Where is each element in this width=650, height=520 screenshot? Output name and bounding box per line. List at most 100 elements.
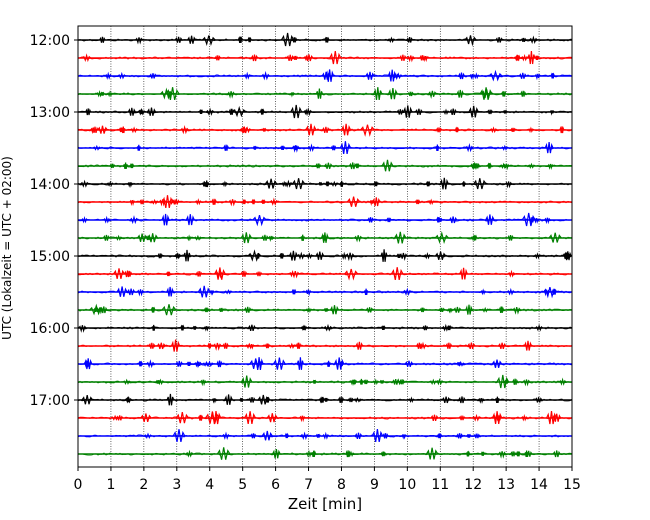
trace-burst: [129, 162, 135, 169]
trace-burst: [498, 306, 505, 313]
trace: [77, 177, 573, 190]
trace-burst: [481, 306, 490, 313]
trace-burst: [497, 342, 507, 350]
trace-burst: [477, 397, 485, 404]
trace-burst: [250, 54, 259, 62]
trace-burst: [438, 217, 443, 222]
trace-burst: [165, 271, 171, 277]
trace-burst: [165, 87, 180, 101]
trace-burst: [480, 451, 485, 456]
trace-burst: [435, 127, 443, 133]
trace-burst: [387, 88, 398, 100]
trace-burst: [518, 72, 527, 79]
trace-burst: [244, 306, 252, 313]
trace-burst: [527, 162, 536, 169]
trace-burst: [373, 87, 383, 100]
trace-burst: [91, 126, 99, 134]
trace-burst: [311, 450, 317, 457]
trace-burst: [392, 73, 399, 81]
trace-burst: [407, 55, 415, 63]
y-tick-label: 16:00: [30, 321, 70, 337]
trace-burst: [113, 268, 126, 279]
trace-burst: [223, 144, 230, 151]
trace-burst: [372, 197, 381, 207]
trace-burst: [354, 432, 363, 440]
trace-burst: [512, 306, 521, 315]
trace-burst: [344, 268, 359, 281]
trace-burst: [402, 287, 412, 296]
trace: [77, 374, 573, 389]
trace-burst: [347, 450, 355, 457]
trace-burst: [296, 357, 304, 370]
x-tick-label: 11: [431, 477, 449, 493]
trace-burst: [408, 396, 415, 404]
trace-burst: [172, 199, 180, 205]
trace-burst: [404, 360, 414, 367]
trace-burst: [479, 87, 493, 100]
trace-burst: [498, 451, 507, 459]
trace-burst: [147, 233, 159, 243]
trace-burst: [558, 377, 567, 386]
trace-burst: [249, 358, 263, 369]
trace-burst: [261, 430, 273, 441]
trace-burst: [315, 433, 321, 438]
trace-burst: [187, 35, 197, 44]
trace-burst: [305, 306, 313, 313]
trace-burst: [520, 37, 527, 42]
trace-burst: [354, 162, 360, 169]
trace-burst: [325, 69, 335, 82]
trace-burst: [339, 361, 344, 367]
trace-burst: [349, 379, 357, 386]
trace-burst: [136, 289, 145, 297]
trace-burst: [546, 411, 557, 425]
trace-burst: [456, 361, 462, 366]
trace-burst: [205, 107, 215, 116]
trace-burst: [161, 213, 170, 226]
trace-burst: [305, 123, 317, 136]
trace-burst: [291, 145, 300, 153]
trace-burst: [522, 379, 531, 387]
trace-burst: [251, 198, 256, 205]
trace-burst: [453, 306, 462, 313]
trace-burst: [315, 163, 322, 169]
trace-burst: [305, 289, 312, 297]
trace-burst: [534, 55, 540, 61]
trace-burst: [297, 251, 306, 260]
trace-burst: [520, 413, 528, 422]
x-tick-label: 1: [106, 477, 115, 493]
trace-burst: [180, 125, 189, 135]
trace-burst: [290, 271, 300, 279]
trace-burst: [449, 216, 458, 224]
trace-burst: [329, 305, 340, 315]
trace-burst: [150, 198, 159, 205]
trace-burst: [250, 433, 257, 439]
trace-burst: [427, 198, 435, 206]
trace-burst: [501, 90, 507, 97]
trace-burst: [80, 179, 89, 188]
trace-burst: [272, 357, 286, 370]
trace-burst: [485, 214, 495, 225]
trace-burst: [146, 359, 155, 369]
trace-burst: [510, 127, 516, 132]
trace-burst: [550, 72, 555, 79]
trace-burst: [396, 109, 404, 115]
trace-burst: [185, 214, 195, 226]
trace-burst: [174, 253, 182, 259]
trace-burst: [290, 104, 303, 119]
trace-burst: [324, 162, 333, 169]
trace-burst: [447, 308, 453, 314]
trace-burst: [439, 177, 449, 190]
trace-burst: [232, 105, 247, 118]
trace-burst: [139, 199, 145, 205]
trace: [77, 195, 573, 209]
trace-burst: [121, 126, 126, 134]
trace-burst: [438, 307, 445, 313]
x-tick-label: 3: [172, 477, 181, 493]
trace-burst: [547, 163, 554, 170]
trace-burst: [523, 340, 533, 351]
trace-burst: [240, 270, 248, 277]
trace-burst: [379, 379, 385, 384]
trace: [77, 231, 573, 245]
trace-burst: [473, 178, 487, 190]
trace-burst: [129, 215, 139, 225]
